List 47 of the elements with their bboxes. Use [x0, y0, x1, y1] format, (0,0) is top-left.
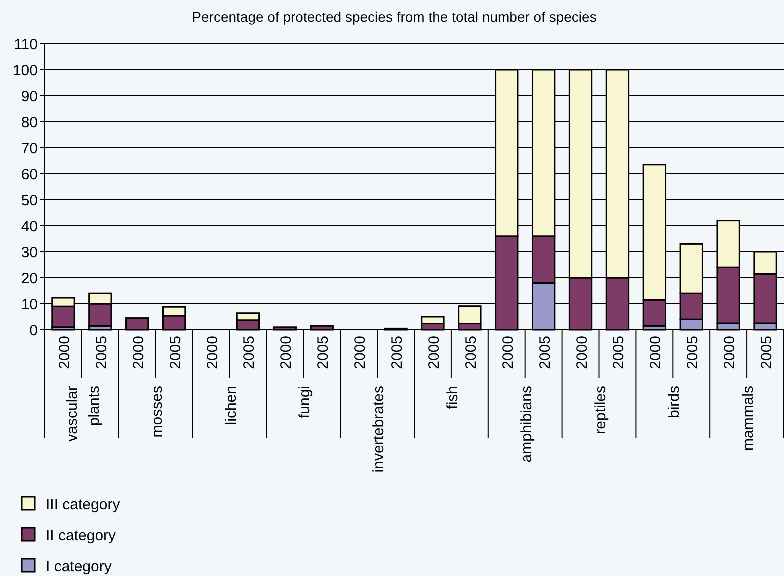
x-tick-label: 2000 [56, 336, 74, 370]
legend-label: II category [46, 527, 117, 544]
y-tick-label: 0 [30, 322, 38, 340]
x-tick-label: 2000 [426, 336, 443, 370]
text: amphibians [518, 386, 536, 463]
y-tick-label: 60 [21, 166, 38, 184]
x-tick-label: 2000 [574, 336, 591, 370]
y-tick-label: 70 [21, 140, 38, 158]
x-tick-label: 2005 [167, 336, 184, 370]
x-tick-label: 2000 [130, 336, 148, 370]
x-tick-label: 2005 [93, 336, 110, 370]
x-tick-label: 2000 [204, 336, 222, 370]
x-tick-label: 2000 [500, 336, 517, 370]
bar [126, 318, 150, 331]
y-tick-label: 20 [21, 270, 38, 288]
text: birds [666, 386, 684, 419]
y-tick-label: 50 [21, 192, 38, 210]
legend-label: I category [46, 558, 112, 576]
x-tick-label: 2005 [315, 336, 332, 370]
y-tick-label: 30 [21, 244, 38, 262]
text: reptiles [592, 386, 610, 434]
x-tick-label: 2005 [462, 336, 480, 370]
x-tick-label: 2000 [278, 336, 296, 370]
y-tick-label: 90 [21, 88, 38, 106]
text: mosses [148, 386, 166, 438]
text: vascular plants [64, 386, 103, 442]
text: invertebrates [370, 386, 388, 473]
y-tick-label: 110 [14, 36, 38, 54]
x-tick-label: 2000 [352, 336, 370, 370]
x-tick-label: 2005 [758, 336, 776, 370]
y-tick-label: 10 [21, 296, 38, 314]
x-tick-label: 2005 [389, 336, 406, 370]
x-tick-label: 2005 [241, 336, 258, 370]
x-tick-label: 2005 [536, 336, 554, 370]
y-tick-label: 80 [21, 114, 38, 132]
y-tick-label: 100 [12, 62, 38, 80]
y-tick-label: 40 [21, 218, 38, 236]
x-tick-label: 2005 [684, 336, 702, 370]
chart-title: Percentage of protected species from the total number of species [192, 9, 597, 25]
x-tick-label: 2005 [610, 336, 628, 370]
x-tick-label: 2000 [722, 336, 739, 370]
x-tick-label: 2000 [648, 336, 665, 370]
text: lichen [222, 386, 240, 426]
legend-label: III category [46, 496, 121, 514]
text: fungi [296, 386, 314, 419]
text: mammals [740, 386, 758, 452]
text: fish [444, 386, 462, 410]
